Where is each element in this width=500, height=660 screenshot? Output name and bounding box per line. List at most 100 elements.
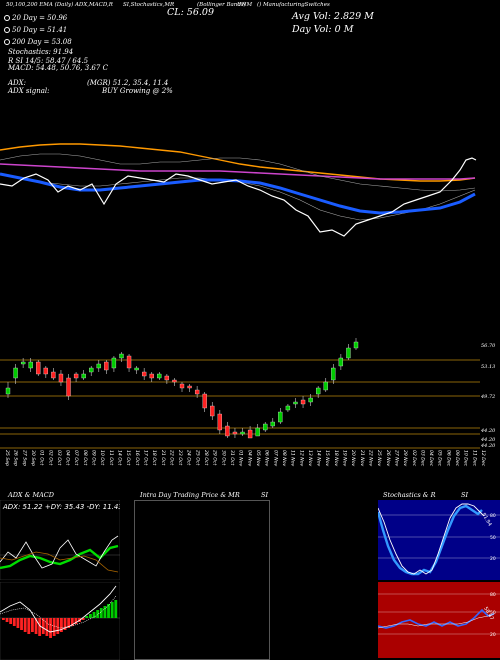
date-tick-label: 09 Oct — [91, 450, 97, 465]
stoch-level-20: 20 — [490, 556, 496, 562]
bb-upper-line — [0, 153, 476, 192]
candle-body — [225, 425, 230, 437]
indicator-legend-text: 50,100,200 EMA (Daily) ADX,MACD,R — [6, 2, 113, 8]
macd-histogram-bar — [20, 618, 23, 630]
date-tick-label: 14 Oct — [117, 450, 123, 465]
date-tick-label: 03 Oct — [56, 450, 62, 465]
candle-body — [164, 375, 170, 381]
day-volume: Day Vol: 0 M — [292, 24, 354, 35]
dma200-stat: 200 Day = 53.08 — [4, 38, 72, 46]
candle-body — [81, 373, 86, 379]
stochastics-panel: 91.94 80 50 20 — [378, 500, 500, 580]
macd-histogram-bar — [2, 618, 5, 620]
date-tick-label: 29 Oct — [212, 450, 218, 465]
candle-body — [210, 405, 215, 417]
date-tick-label: 06 Nov — [264, 450, 270, 467]
adx-signal-label: ADX signal: — [8, 87, 50, 95]
macd-histogram-bar — [38, 618, 42, 636]
date-tick-label: 11 Nov — [290, 450, 296, 467]
candle-body — [13, 367, 18, 379]
date-tick-label: 02 Oct — [47, 450, 53, 465]
candle-body — [278, 411, 283, 423]
macd-histogram-bar — [107, 604, 110, 618]
macd-histogram-bar — [9, 618, 13, 624]
date-tick-label: 09 Dec — [454, 450, 460, 467]
intraday-title: Intra Day Trading Price & MR — [140, 491, 240, 499]
adx-line — [0, 544, 119, 570]
date-tick-label: 26 Nov — [385, 450, 391, 467]
date-tick-label: 06 Dec — [445, 450, 451, 467]
candle-body — [187, 385, 192, 389]
candle-body — [36, 361, 41, 375]
macd-histogram-bar — [23, 618, 27, 632]
date-tick-label: 07 Oct — [73, 450, 79, 465]
candle-body — [89, 367, 94, 373]
date-tick-label: 20 Nov — [350, 450, 356, 467]
date-tick-label: 12 Dec — [480, 450, 486, 467]
date-tick-label: 02 Dec — [411, 450, 417, 467]
candle-body — [300, 399, 306, 405]
date-tick-label: 04 Oct — [65, 450, 71, 465]
date-tick-label: 04 Nov — [246, 450, 252, 467]
date-tick-label: 21 Nov — [359, 450, 365, 467]
macd-stat: MACD: 54.48, 50.76, 3.67 C — [8, 64, 108, 72]
plus-di-line — [0, 535, 119, 569]
rsi-level-20: 20 — [490, 632, 496, 638]
date-tick-label: 12 Nov — [298, 450, 304, 467]
ema-200-line — [0, 143, 476, 182]
macd-histogram-bar — [5, 618, 9, 622]
date-tick-label: 11 Oct — [108, 450, 114, 465]
macd-line — [0, 585, 117, 633]
macd-histogram-bar — [74, 618, 78, 624]
price-label-mid1: 53.13 — [481, 364, 496, 370]
macd-histogram-bar — [31, 618, 34, 632]
candlestick-chart — [0, 338, 480, 449]
date-tick-label: 27 Sep — [21, 450, 27, 466]
date-tick-label: 14 Nov — [316, 450, 322, 467]
macd-histogram-bar — [56, 618, 60, 634]
candle-body — [338, 357, 344, 367]
ema-chart — [0, 143, 477, 237]
macd-histogram-bar — [12, 618, 16, 626]
price-label-mid2: 49.72 — [481, 394, 496, 400]
stochastics-si: SI — [461, 491, 469, 499]
macd-histogram-bar — [67, 618, 71, 628]
adx-readout: ADX: 51.22 +DY: 35.43 -DY: 11.43 — [2, 503, 120, 511]
candle-body — [270, 421, 275, 427]
date-tick-label: 01 Nov — [238, 450, 244, 467]
stoch-k-line — [378, 504, 483, 576]
macd-histogram-bar — [99, 608, 103, 618]
adx-label: ADX: — [8, 79, 27, 87]
macd-histogram-bar — [34, 618, 38, 634]
macd-histogram-bar — [89, 614, 92, 618]
candle-body — [51, 371, 56, 379]
stochastics-title: Stochastics & R — [383, 491, 436, 499]
candle-body — [149, 373, 154, 379]
date-tick-label: 21 Oct — [160, 450, 166, 465]
dma50-stat: 50 Day = 51.41 — [4, 26, 67, 34]
date-tick-label: 18 Oct — [151, 450, 157, 465]
macd-histogram-bar — [63, 618, 67, 630]
circle-icon — [4, 27, 10, 33]
candle-body — [202, 393, 207, 409]
macd-histogram-bar — [81, 618, 85, 620]
signal-line — [0, 595, 117, 629]
macd-histogram-bar — [110, 602, 114, 618]
candle-body — [293, 401, 298, 405]
candle-body — [66, 377, 71, 397]
candle-body — [194, 389, 200, 395]
candle-body — [255, 427, 260, 437]
date-tick-label: 04 Dec — [428, 450, 434, 467]
candle-body — [104, 361, 109, 371]
candle-body — [308, 397, 313, 403]
date-tick-label: 19 Nov — [342, 450, 348, 467]
date-tick-label: 17 Oct — [142, 450, 148, 465]
bands-text: (Bollinger Bands) — [197, 2, 246, 8]
date-tick-label: 03 Dec — [419, 450, 425, 467]
candle-body — [331, 367, 336, 381]
symbol-label: UNM — [237, 2, 253, 8]
adx-macd-title: ADX & MACD — [8, 491, 54, 499]
rsi-level-50: 50 — [490, 610, 496, 616]
date-tick-label: 25 Oct — [194, 450, 200, 465]
date-tick-label: 10 Oct — [99, 450, 105, 465]
